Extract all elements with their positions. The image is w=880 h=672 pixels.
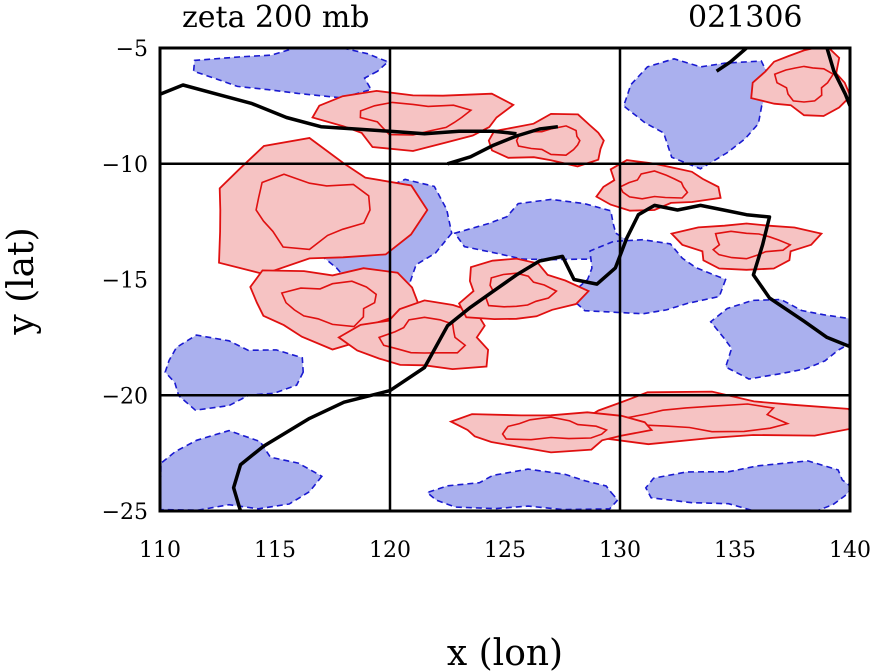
coastline	[231, 203, 850, 511]
positive-contour	[515, 125, 581, 157]
positive-vorticity-region	[218, 137, 429, 276]
y-tick-label: −5	[116, 37, 148, 62]
y-tick-label: −25	[102, 500, 148, 525]
contour-fills	[160, 48, 850, 511]
coastlines	[160, 48, 850, 511]
negative-vorticity-region	[567, 238, 727, 315]
x-tick-label: 120	[369, 538, 411, 563]
positive-contour	[280, 280, 378, 328]
x-tick-label: 140	[829, 538, 871, 563]
y-tick-labels: −5 −10 −15 −20 −25	[102, 37, 148, 525]
y-tick-label: −20	[102, 384, 148, 409]
positive-vorticity-region	[669, 222, 824, 271]
coastline	[825, 48, 850, 107]
coastline	[446, 124, 559, 166]
positive-vorticity-region	[457, 257, 591, 321]
positive-contour	[377, 316, 467, 354]
x-tick-label: 115	[254, 538, 296, 563]
negative-vorticity-region	[709, 298, 850, 380]
x-tick-label: 130	[599, 538, 641, 563]
x-tick-label: 110	[139, 538, 181, 563]
coastline	[715, 48, 748, 73]
negative-vorticity-region	[644, 460, 850, 511]
positive-contour	[501, 416, 609, 441]
y-axis-label: y (lat)	[1, 227, 42, 335]
title-left: zeta 200 mb	[182, 0, 370, 35]
y-tick-label: −15	[102, 269, 148, 294]
x-axis-label: x (lon)	[447, 633, 563, 672]
coastline	[160, 83, 517, 136]
x-tick-label: 125	[484, 538, 526, 563]
y-tick-label: −10	[102, 153, 148, 178]
negative-vorticity-region	[622, 57, 774, 170]
positive-contour	[359, 101, 473, 136]
negative-vorticity-region	[425, 468, 619, 511]
gridlines	[160, 48, 850, 511]
positive-vorticity-region	[448, 411, 654, 454]
positive-vorticity-region	[595, 159, 722, 212]
x-tick-label: 135	[714, 538, 756, 563]
x-tick-labels: 110 115 120 125 130 135 140	[139, 538, 871, 563]
title-right: 021306	[688, 0, 803, 35]
positive-vorticity-region	[311, 89, 515, 152]
positive-contour	[773, 65, 835, 103]
plot-frame	[158, 46, 852, 513]
positive-contour	[255, 173, 371, 251]
